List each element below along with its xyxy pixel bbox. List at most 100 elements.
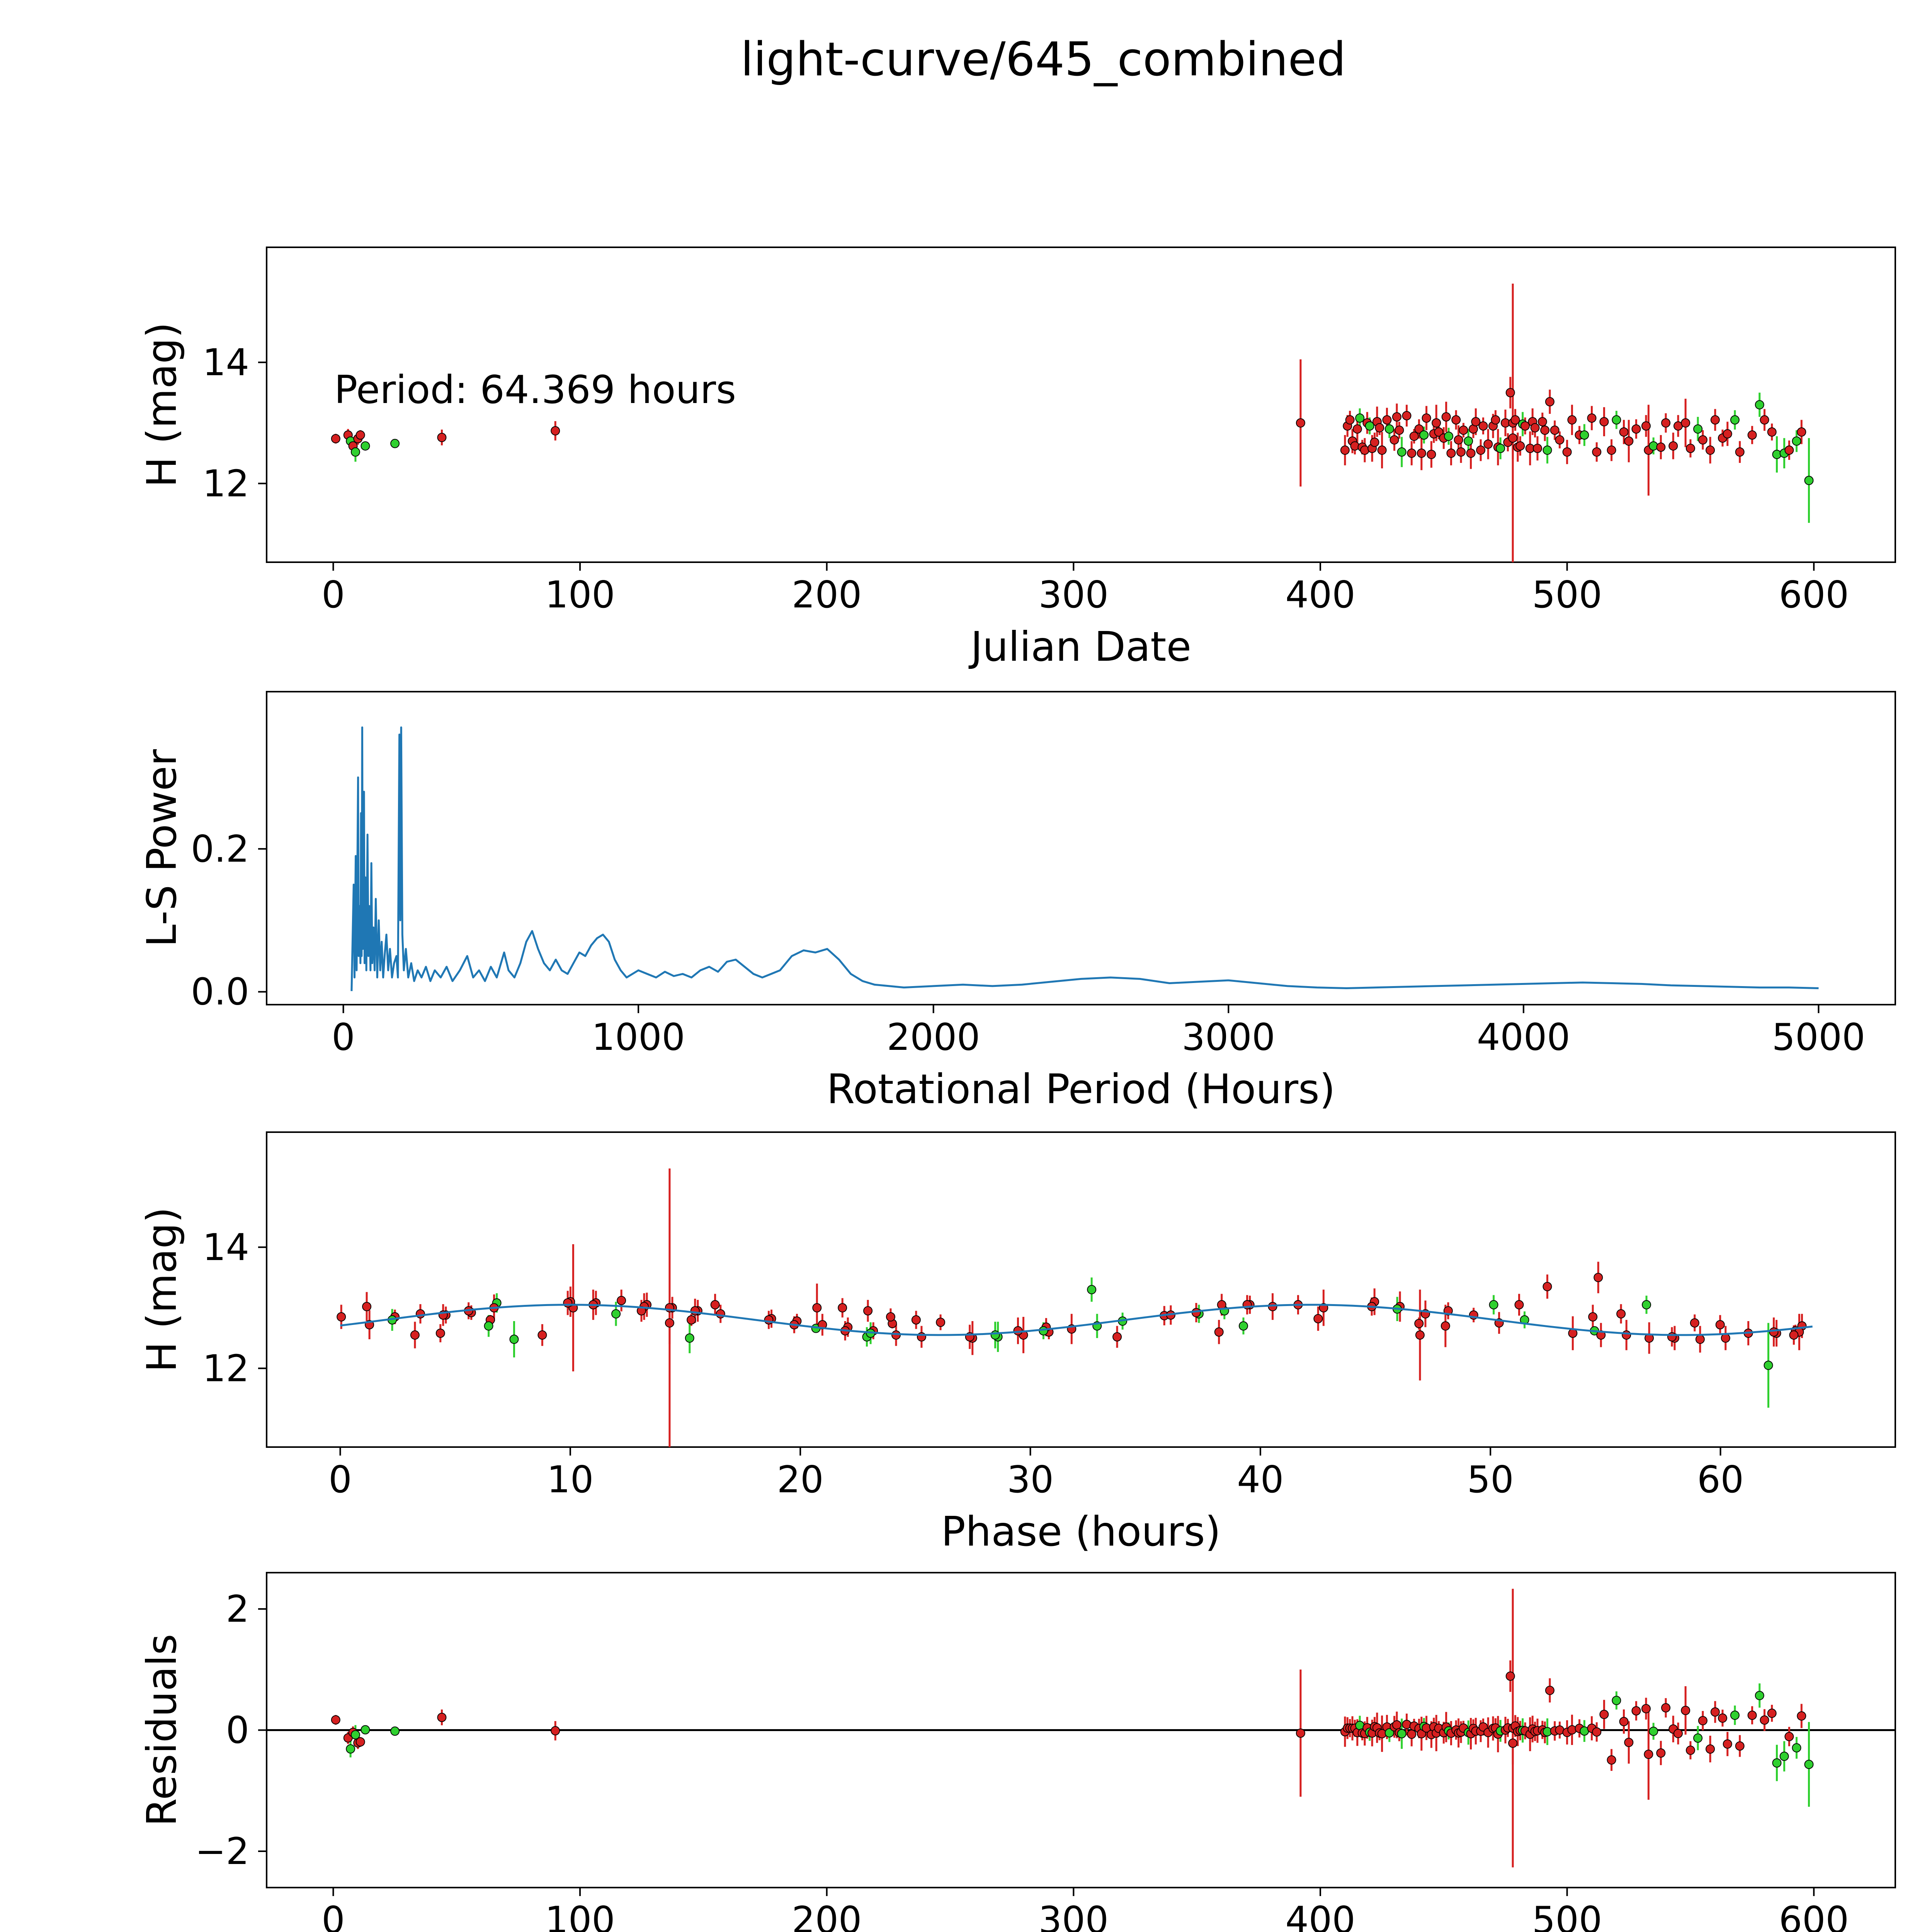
data-point xyxy=(1112,1332,1122,1342)
data-point xyxy=(1588,1312,1598,1322)
data-point xyxy=(331,434,340,444)
data-point xyxy=(1685,1745,1695,1755)
panel-3-h-mag-: 0 10 20 30 40 50 60 12 14 Phase (hours) H (mag) xyxy=(138,1131,1896,1555)
y-tick-label: 14 xyxy=(202,1226,249,1269)
data-point xyxy=(1764,1361,1773,1370)
data-point xyxy=(1384,424,1394,434)
data-point xyxy=(1681,1706,1690,1715)
x-tick-label: 500 xyxy=(1532,574,1602,616)
data-point xyxy=(665,1318,674,1328)
panel-2-l-s-power: 0 1000 2000 3000 4000 5000 0.0 0.2 Rotational Pe… xyxy=(138,691,1896,1113)
data-point xyxy=(410,1330,420,1340)
data-point xyxy=(1772,1758,1782,1768)
data-point xyxy=(1599,417,1609,427)
x-tick-label: 400 xyxy=(1285,1899,1355,1932)
x-tick-label: 0 xyxy=(332,1016,355,1059)
data-point xyxy=(484,1321,493,1331)
y-axis-label: L-S Power xyxy=(138,749,185,947)
x-tick-label: 100 xyxy=(545,574,615,616)
data-point xyxy=(1414,1319,1424,1328)
data-point xyxy=(1698,435,1708,445)
data-point xyxy=(551,426,560,435)
data-point xyxy=(1489,1300,1498,1310)
axes-frame xyxy=(266,247,1896,563)
data-point xyxy=(1580,430,1589,440)
data-point xyxy=(1392,1720,1401,1730)
data-point xyxy=(1419,430,1429,440)
data-point xyxy=(1296,418,1305,428)
panel-1-h-mag-: 0 100 200 300 400 500 600 12 14 Julian Date H (mag… xyxy=(138,247,1896,670)
data-point xyxy=(1804,476,1814,485)
data-point xyxy=(1706,1744,1715,1754)
data-point xyxy=(361,441,370,451)
y-tick-label: 0.0 xyxy=(191,971,249,1014)
data-point xyxy=(1530,423,1540,433)
x-tick-label: 0 xyxy=(321,574,345,616)
data-point xyxy=(1723,1739,1732,1749)
data-point xyxy=(1540,425,1550,435)
data-point xyxy=(1407,1730,1417,1739)
data-point xyxy=(437,1713,447,1722)
data-point xyxy=(1760,415,1769,425)
data-point xyxy=(1444,432,1454,441)
data-point xyxy=(1668,441,1678,451)
data-point xyxy=(1505,1671,1515,1681)
data-point xyxy=(1508,1738,1518,1748)
data-point xyxy=(1789,1330,1799,1340)
data-point xyxy=(1508,433,1518,443)
data-point xyxy=(1698,1716,1708,1726)
x-tick-label: 50 xyxy=(1467,1459,1514,1501)
data-point xyxy=(1804,1760,1814,1769)
data-point xyxy=(509,1335,519,1344)
data-point xyxy=(1562,447,1572,457)
data-point xyxy=(838,1303,847,1313)
data-point xyxy=(1641,421,1651,431)
data-point xyxy=(1710,1707,1720,1717)
data-point xyxy=(1296,1728,1305,1738)
data-point xyxy=(1656,1748,1666,1758)
data-point xyxy=(1792,436,1801,446)
data-point xyxy=(1784,1732,1794,1742)
axes-frame xyxy=(266,1131,1896,1448)
data-point xyxy=(1434,427,1444,437)
data-point xyxy=(936,1318,946,1327)
data-point xyxy=(886,1312,895,1322)
data-point xyxy=(1417,448,1426,458)
data-point xyxy=(1607,1755,1616,1765)
data-point xyxy=(1377,446,1387,455)
data-point xyxy=(1631,1706,1641,1716)
data-point xyxy=(1567,415,1577,425)
data-point xyxy=(1797,427,1806,437)
data-point xyxy=(812,1303,822,1313)
data-point xyxy=(1510,415,1520,425)
data-point xyxy=(1550,425,1560,435)
y-tick-label: 12 xyxy=(202,463,249,505)
data-point xyxy=(1760,1715,1769,1725)
x-tick-label: 1000 xyxy=(592,1016,685,1059)
data-point xyxy=(537,1330,547,1340)
data-point xyxy=(1440,1321,1450,1331)
data-point xyxy=(1238,1321,1248,1331)
data-point xyxy=(1392,412,1401,422)
data-point xyxy=(1340,446,1350,455)
data-point xyxy=(617,1296,626,1305)
data-point xyxy=(437,433,447,442)
x-tick-label: 600 xyxy=(1779,1899,1849,1932)
x-axis-label: Rotational Period (Hours) xyxy=(827,1066,1335,1113)
data-point xyxy=(1622,1330,1631,1340)
data-point xyxy=(1594,1273,1603,1282)
axes-frame xyxy=(266,691,1896,1005)
data-point xyxy=(1427,450,1436,459)
data-point xyxy=(1661,1703,1671,1713)
data-point xyxy=(1747,1711,1757,1720)
data-point xyxy=(1514,1300,1524,1310)
data-point xyxy=(1545,397,1554,406)
data-point xyxy=(1543,1282,1552,1291)
data-point xyxy=(1397,1729,1406,1738)
data-point xyxy=(1432,418,1441,428)
figure-title: light-curve/645_combined xyxy=(740,33,1346,87)
data-point xyxy=(710,1300,720,1310)
x-tick-label: 60 xyxy=(1697,1459,1744,1501)
